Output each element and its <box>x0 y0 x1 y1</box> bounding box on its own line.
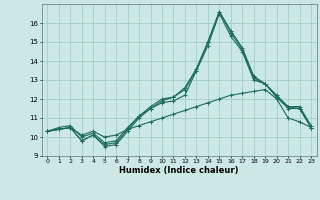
X-axis label: Humidex (Indice chaleur): Humidex (Indice chaleur) <box>119 166 239 175</box>
